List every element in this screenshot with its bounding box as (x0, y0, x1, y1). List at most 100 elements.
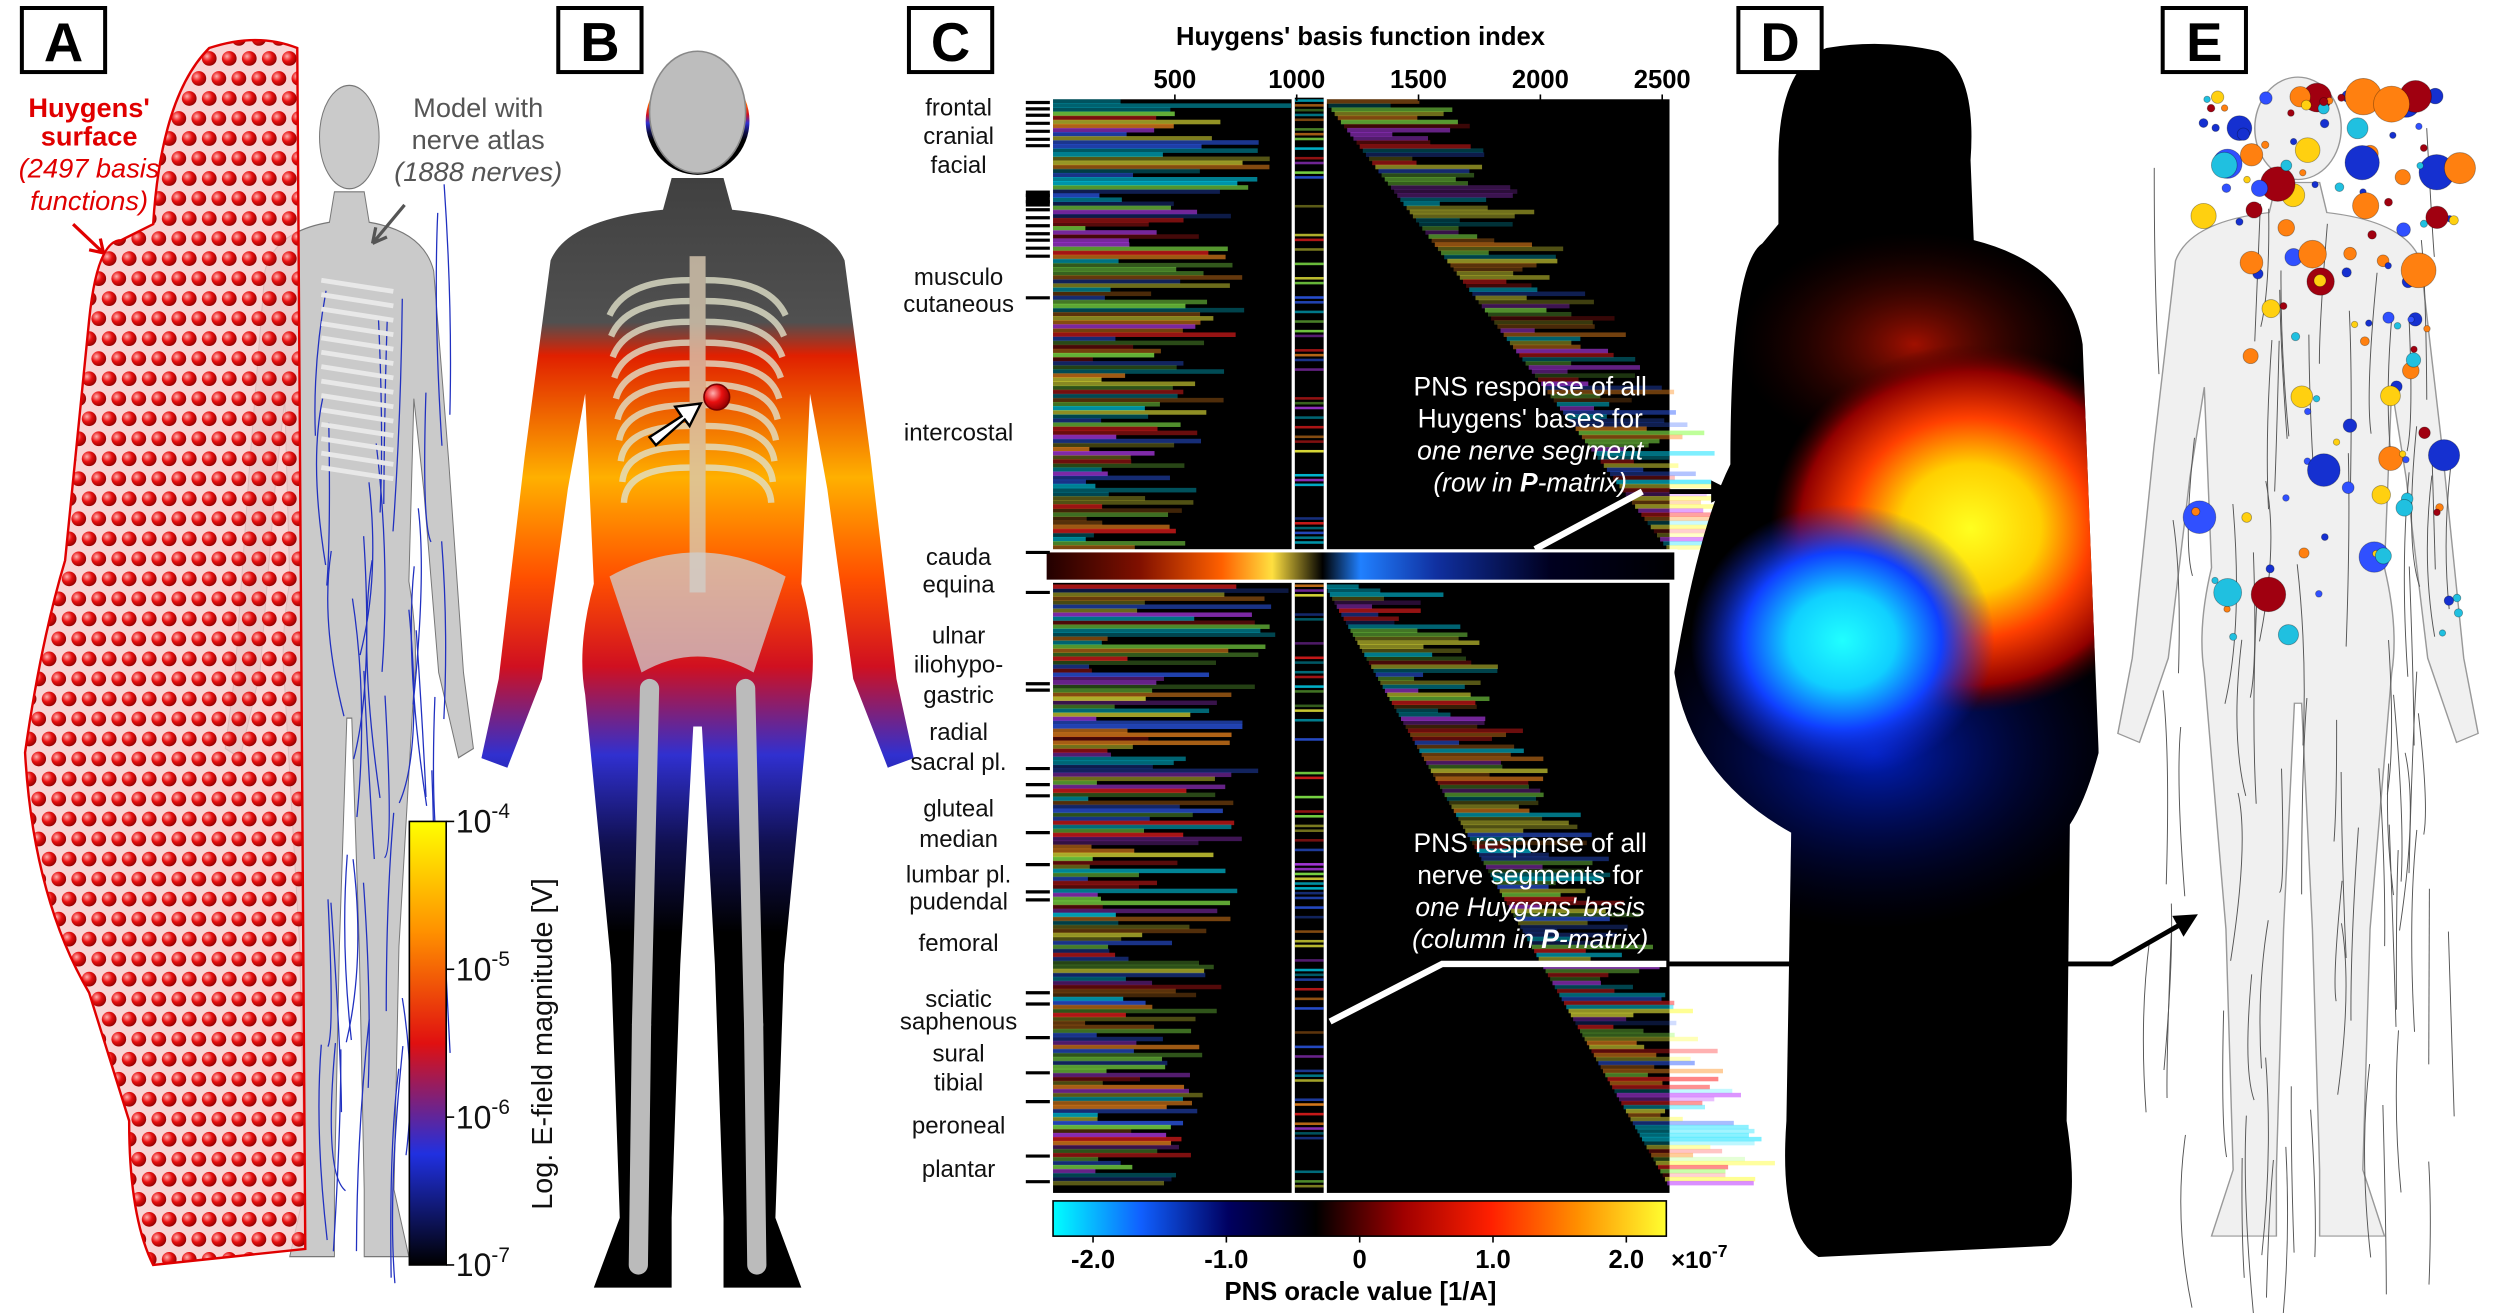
basis-dot (211, 471, 227, 487)
heatmap-row (1359, 644, 1424, 649)
basis-dot (131, 391, 147, 407)
heatmap-row (1053, 479, 1086, 485)
colorbar-label: Log. E-field magnitude [V] (527, 878, 559, 1210)
basis-dot (281, 1051, 297, 1067)
pns-sphere (2213, 578, 2243, 607)
basis-dot (211, 991, 227, 1007)
basis-dot (41, 971, 57, 987)
basis-dot (121, 891, 137, 907)
nerve-label: facial (931, 152, 987, 179)
surface-outline (23, 38, 307, 1267)
column-cell (1294, 1122, 1324, 1126)
panel-label: D (1760, 12, 1799, 73)
basis-dot (111, 711, 127, 727)
basis-dot (271, 1151, 287, 1167)
heatmap-row (1053, 414, 1149, 419)
heatmap-row (1518, 920, 1588, 926)
basis-dot (131, 271, 147, 286)
basis-dot (121, 771, 137, 787)
heatmap-row (1053, 756, 1186, 762)
basis-dot (171, 1111, 187, 1127)
basis-dot (271, 911, 287, 927)
basis-dot (101, 1011, 117, 1027)
basis-dot (211, 911, 227, 927)
basis-dot (31, 951, 47, 967)
heatmap-row (1053, 279, 1181, 284)
column-cell (1294, 872, 1324, 876)
column-cell (1294, 483, 1324, 487)
basis-dot (281, 531, 297, 547)
model-note: (1888 nerves) (394, 156, 562, 187)
basis-dot (211, 871, 227, 887)
basis-dot (41, 451, 57, 467)
column-cell (1294, 776, 1324, 780)
heatmap-row (1344, 123, 1470, 129)
pns-sphere (2410, 345, 2418, 353)
nerve-line (2447, 931, 2455, 1117)
basis-dot (41, 251, 57, 266)
basis-dot (71, 631, 87, 647)
basis-dot (31, 1191, 47, 1207)
column-cell (1294, 108, 1324, 112)
basis-dot (211, 751, 227, 767)
column-cell (1294, 959, 1324, 962)
heatmap-row (1053, 1016, 1196, 1022)
basis-dot (271, 1191, 287, 1207)
heatmap-row (1465, 828, 1524, 834)
basis-dot (251, 351, 267, 367)
heatmap-row (1389, 696, 1490, 702)
column-cell (1294, 685, 1324, 688)
basis-dot (201, 371, 217, 387)
column-cell (1294, 137, 1324, 141)
colorbar-tick-label: 10-4 (456, 800, 510, 839)
column-cell (1294, 978, 1324, 981)
basis-dot (221, 211, 237, 226)
basis-dot (131, 1031, 147, 1047)
heatmap-row (1053, 266, 1177, 272)
column-cell (1294, 690, 1324, 693)
column-cell (1294, 334, 1324, 338)
basis-dot (161, 691, 177, 707)
heatmap-row (1053, 332, 1236, 337)
colorbar-tick-label: 1.0 (1475, 1246, 1511, 1274)
heatmap-row (1053, 1060, 1168, 1066)
column-cell (1294, 815, 1324, 818)
heatmap-row (1641, 1136, 1762, 1142)
pns-sphere (2236, 127, 2250, 141)
basis-dot (251, 831, 267, 847)
basis-dot (221, 491, 237, 507)
column-cell (1294, 1136, 1324, 1140)
nerve-line (412, 508, 422, 705)
basis-dot (171, 831, 187, 847)
nerve-line (2163, 903, 2173, 1071)
basis-dot (181, 1171, 197, 1187)
basis-dot (231, 111, 247, 126)
basis-dot (121, 411, 137, 427)
basis-dot (31, 311, 47, 327)
heatmap-row (1053, 467, 1102, 472)
basis-dot (281, 611, 297, 627)
heatmap-row (1053, 780, 1097, 786)
heatmap-row (1053, 324, 1196, 329)
heatmap-row (1570, 1012, 1634, 1018)
basis-dot (261, 611, 277, 627)
basis-dot (171, 1151, 187, 1167)
heatmap-row (1053, 1040, 1137, 1046)
basis-dot (191, 231, 207, 246)
basis-dot (111, 871, 127, 887)
pns-sphere (2350, 320, 2359, 329)
basis-dot (25, 1011, 37, 1027)
basis-dot (25, 371, 37, 387)
panel-e (2117, 76, 2479, 1313)
basis-dot (71, 1191, 87, 1207)
basis-dot (25, 1051, 37, 1067)
basis-dot (81, 1131, 97, 1147)
heatmap-row (1053, 234, 1199, 239)
basis-dot (61, 571, 77, 587)
basis-dot (121, 1251, 137, 1265)
basis-dot (271, 791, 287, 807)
heatmap-row (1336, 604, 1373, 609)
basis-dot (181, 811, 197, 827)
basis-dot (91, 831, 107, 847)
